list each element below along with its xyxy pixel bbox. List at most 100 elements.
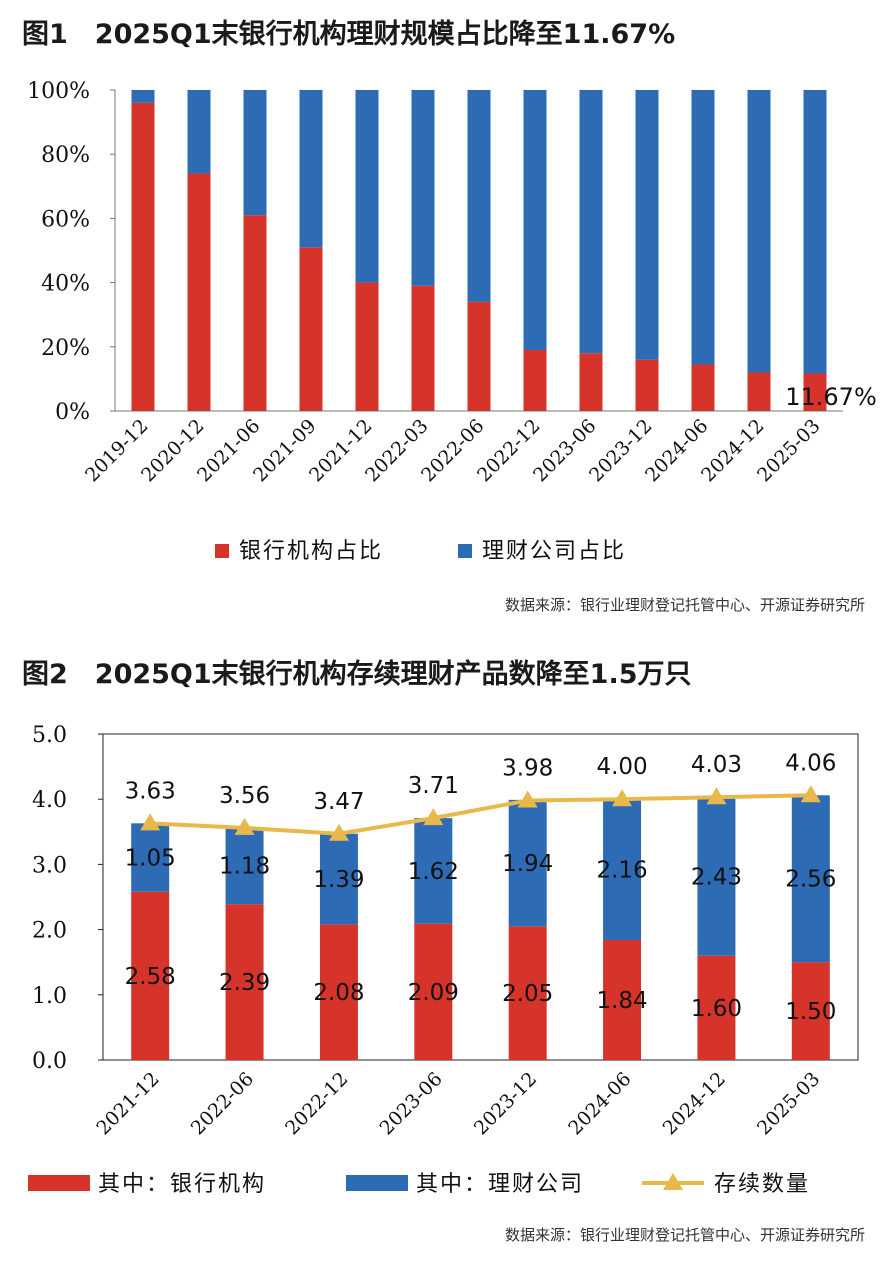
bank-count-bar (414, 923, 453, 1060)
wmc-count-label: 1.39 (313, 867, 364, 893)
figure1-source: 数据来源：银行业理财登记托管中心、开源证券研究所 (504, 596, 865, 614)
bank-share-bar (411, 285, 435, 411)
total-count-label: 3.63 (125, 778, 176, 804)
wmc-share-bar (803, 90, 827, 374)
wmc-count-bar (697, 797, 736, 956)
y-tick-label: 100% (27, 79, 90, 104)
wmc-count-bar (603, 799, 642, 941)
total-count-label: 3.71 (408, 773, 459, 799)
total-count-label: 4.03 (691, 752, 742, 778)
bank-count-bar (131, 891, 170, 1060)
bank-count-bar (319, 924, 358, 1060)
x-tick-label: 2024-06 (564, 1068, 635, 1139)
legend-swatch (28, 1175, 90, 1191)
bank-count-bar (791, 962, 830, 1060)
total-count-marker (140, 813, 161, 831)
bank-count-label: 2.05 (502, 981, 553, 1007)
total-count-marker (328, 823, 349, 841)
wmc-share-bar (355, 90, 379, 283)
legend-swatch (215, 544, 229, 558)
wmc-share-bar (187, 90, 211, 174)
bank-count-label: 2.58 (125, 964, 176, 990)
wmc-count-label: 1.94 (502, 851, 553, 877)
total-count-label: 3.56 (219, 783, 270, 809)
legend-marker (663, 1173, 683, 1190)
wmc-count-bar (131, 823, 170, 892)
total-count-label: 4.00 (596, 754, 647, 780)
bank-count-bar (603, 940, 642, 1060)
wmc-share-bar (523, 90, 547, 351)
total-count-marker (423, 808, 444, 826)
figure1-chart: 0%20%40%60%80%100%2019-122020-122021-062… (27, 79, 877, 564)
bank-share-bar (355, 282, 379, 411)
bank-share-bar (803, 373, 827, 411)
wmc-count-bar (791, 795, 830, 963)
wmc-share-bar (131, 90, 155, 103)
total-count-marker (706, 787, 727, 805)
legend-label: 其中：银行机构 (98, 1172, 266, 1197)
bank-share-bar (131, 102, 155, 411)
figure2-title: 图2 2025Q1末银行机构存续理财产品数降至1.5万只 (22, 659, 692, 690)
total-count-line (150, 793, 811, 836)
total-count-label: 4.06 (785, 750, 836, 776)
legend-label: 存续数量 (714, 1172, 810, 1197)
figure2-source: 数据来源：银行业理财登记托管中心、开源证券研究所 (504, 1226, 865, 1244)
legend-label: 理财公司占比 (482, 539, 626, 564)
y-tick-label: 80% (41, 143, 90, 168)
wmc-share-bar (243, 90, 267, 216)
y-tick-label: 20% (41, 336, 90, 361)
wmc-share-bar (635, 90, 659, 360)
y-tick-label: 60% (41, 207, 90, 232)
wmc-count-bar (319, 833, 358, 925)
figure1-title: 图1 2025Q1末银行机构理财规模占比降至11.67% (22, 19, 676, 50)
legend-label: 银行机构占比 (239, 539, 383, 564)
bank-count-bar (225, 904, 264, 1060)
bank-share-bar (187, 173, 211, 411)
y-tick-label: 0.0 (32, 1049, 67, 1074)
y-tick-label: 40% (41, 272, 90, 297)
total-count-marker (612, 789, 633, 807)
bank-count-bar (697, 955, 736, 1060)
wmc-share-bar (411, 90, 435, 286)
x-tick-label: 2023-12 (470, 1068, 541, 1139)
wmc-share-bar (579, 90, 603, 354)
y-tick-label: 0% (55, 400, 90, 425)
total-count-label: 3.98 (502, 756, 553, 782)
bank-count-label: 1.60 (691, 996, 742, 1022)
y-tick-label: 2.0 (32, 919, 67, 944)
legend-label: 其中：理财公司 (416, 1172, 584, 1197)
wmc-count-bar (508, 799, 547, 927)
x-tick-label: 2022-12 (281, 1068, 352, 1139)
bank-count-label: 1.50 (785, 999, 836, 1025)
wmc-count-label: 1.05 (125, 846, 176, 872)
total-count-marker (800, 785, 821, 803)
bank-share-bar (691, 364, 715, 411)
bank-share-bar (747, 372, 771, 411)
bank-share-bar (635, 359, 659, 411)
legend-swatch (346, 1175, 408, 1191)
bank-share-bar (299, 247, 323, 411)
y-tick-label: 5.0 (32, 723, 67, 748)
x-tick-label: 2021-12 (92, 1068, 163, 1139)
bank-count-bar (508, 926, 547, 1060)
plot-frame (102, 733, 859, 1061)
wmc-count-label: 2.16 (596, 858, 647, 884)
x-tick-label: 2022-06 (187, 1068, 258, 1139)
wmc-share-bar (747, 90, 771, 373)
wmc-count-bar (414, 818, 453, 924)
wmc-count-bar (225, 827, 264, 905)
legend-swatch (458, 544, 472, 558)
bank-count-label: 2.08 (313, 980, 364, 1006)
wmc-count-label: 2.43 (691, 864, 742, 890)
total-count-marker (517, 790, 538, 808)
wmc-share-bar (691, 90, 715, 365)
y-tick-label: 3.0 (32, 853, 67, 878)
wmc-count-label: 1.18 (219, 854, 270, 880)
figure2-chart: 0.0 1.0 2.0 3.0 4.0 5.0 2021-12 2022-06 2022-12 2… (28, 723, 859, 1197)
wmc-count-label: 2.56 (785, 867, 836, 893)
total-count-label: 3.47 (313, 789, 364, 815)
x-tick-label: 2025-03 (753, 1068, 824, 1139)
annotation-label: 11.67% (785, 383, 877, 411)
bank-share-bar (467, 301, 491, 411)
wmc-share-bar (299, 90, 323, 248)
